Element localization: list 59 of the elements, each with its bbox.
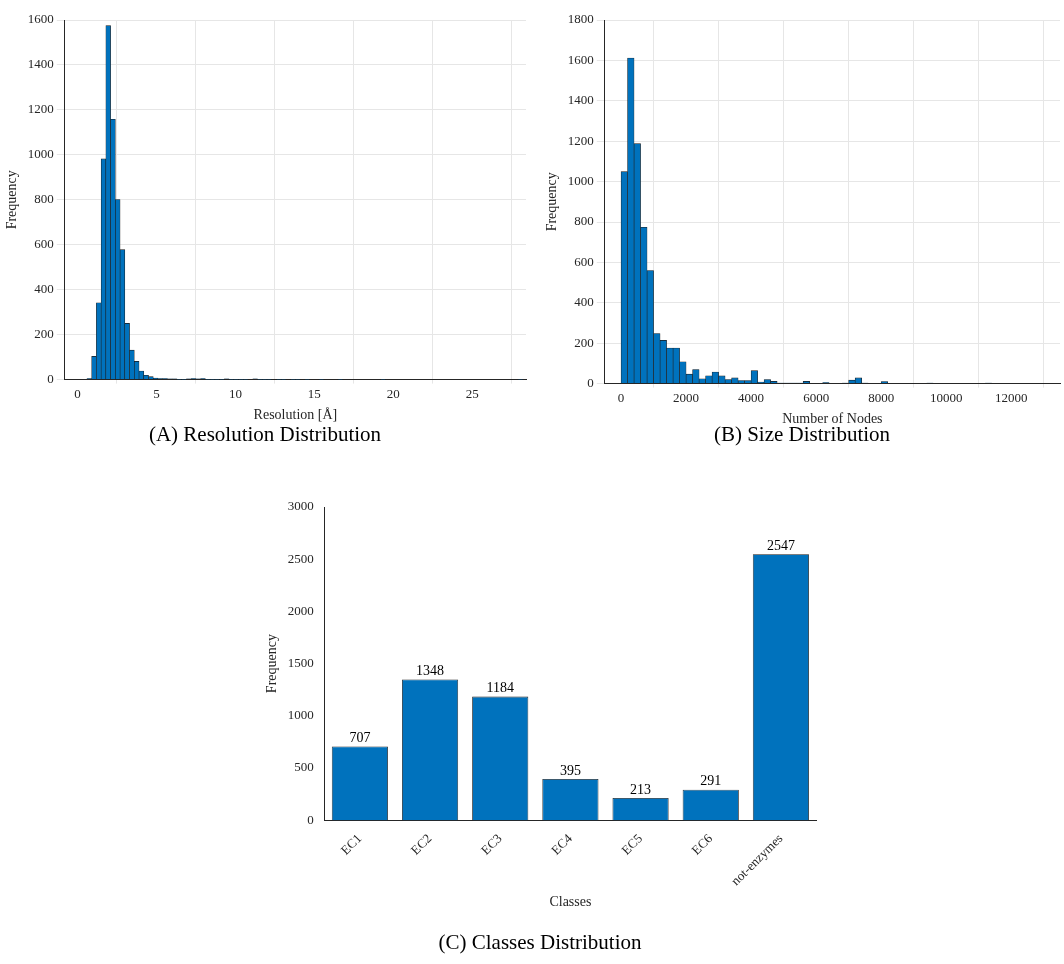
y-tick-label: 800 <box>574 213 594 229</box>
x-tick-label: 4000 <box>738 389 765 405</box>
y-tick-label: 1200 <box>567 132 594 148</box>
x-tick-label: 0 <box>617 389 625 405</box>
y-tick-label: 200 <box>34 326 54 342</box>
x-tick-label: 2000 <box>673 389 700 405</box>
y-tick-label: 800 <box>34 191 54 207</box>
y-tick-label: 1600 <box>27 11 54 27</box>
y-tick-label: 500 <box>294 759 314 775</box>
y-tick-label: 400 <box>34 281 54 297</box>
text: (A) Resolution Distribution <box>147 422 383 447</box>
data-label: 1184 <box>486 680 514 696</box>
x-axis-title: Resolution [Å] <box>253 407 338 423</box>
x-tick-label: 6000 <box>803 389 830 405</box>
text: (C) Classes Distribution <box>437 930 643 955</box>
data-label: 1348 <box>416 663 445 679</box>
x-tick-label: EC6 <box>688 830 716 858</box>
y-tick-label: 200 <box>574 334 594 350</box>
x-tick-label: 8000 <box>868 389 895 405</box>
y-tick-label: 1200 <box>27 101 54 117</box>
data-label: 291 <box>700 773 722 789</box>
y-axis-title: Frequency <box>264 634 280 694</box>
y-tick-label: 1400 <box>567 92 594 108</box>
data-label: 2547 <box>766 537 795 553</box>
y-axis-title: Frequency <box>544 172 560 232</box>
y-tick-label: 2500 <box>287 550 314 566</box>
y-axis-title: Frequency <box>4 170 20 230</box>
data-label: 395 <box>559 762 581 778</box>
data-label: 213 <box>630 781 652 797</box>
x-tick-label: 10000 <box>929 389 963 405</box>
data-label: 707 <box>349 730 371 746</box>
x-tick-label: 5 <box>153 385 160 401</box>
x-tick-label: 20 <box>386 385 400 401</box>
y-tick-label: 0 <box>307 811 314 827</box>
x-tick-label: EC2 <box>407 830 435 858</box>
y-tick-label: 1600 <box>567 51 594 67</box>
x-tick-label: 15 <box>307 385 321 401</box>
y-tick-label: 600 <box>574 253 594 269</box>
y-tick-label: 2000 <box>287 602 314 618</box>
y-tick-label: 600 <box>34 236 54 252</box>
x-tick-label: 25 <box>465 385 479 401</box>
x-tick-label: 0 <box>74 385 81 401</box>
y-tick-label: 1000 <box>27 146 54 162</box>
x-tick-label: 10 <box>228 385 242 401</box>
y-tick-label: 3000 <box>287 498 314 514</box>
x-axis-title: Classes <box>549 894 592 910</box>
x-tick-label: EC1 <box>337 830 365 858</box>
x-tick-label: 12000 <box>994 389 1028 405</box>
x-tick-label: EC3 <box>477 830 505 858</box>
y-tick-label: 1800 <box>567 11 594 27</box>
y-tick-label: 1000 <box>287 707 314 723</box>
y-tick-label: 1500 <box>287 655 314 671</box>
y-tick-label: 0 <box>47 371 54 387</box>
y-tick-label: 0 <box>587 375 594 391</box>
y-tick-label: 1000 <box>567 173 594 189</box>
x-tick-label: EC5 <box>618 830 646 858</box>
y-tick-label: 1400 <box>27 56 54 72</box>
x-tick-label: EC4 <box>547 830 576 858</box>
y-tick-label: 400 <box>574 294 594 310</box>
